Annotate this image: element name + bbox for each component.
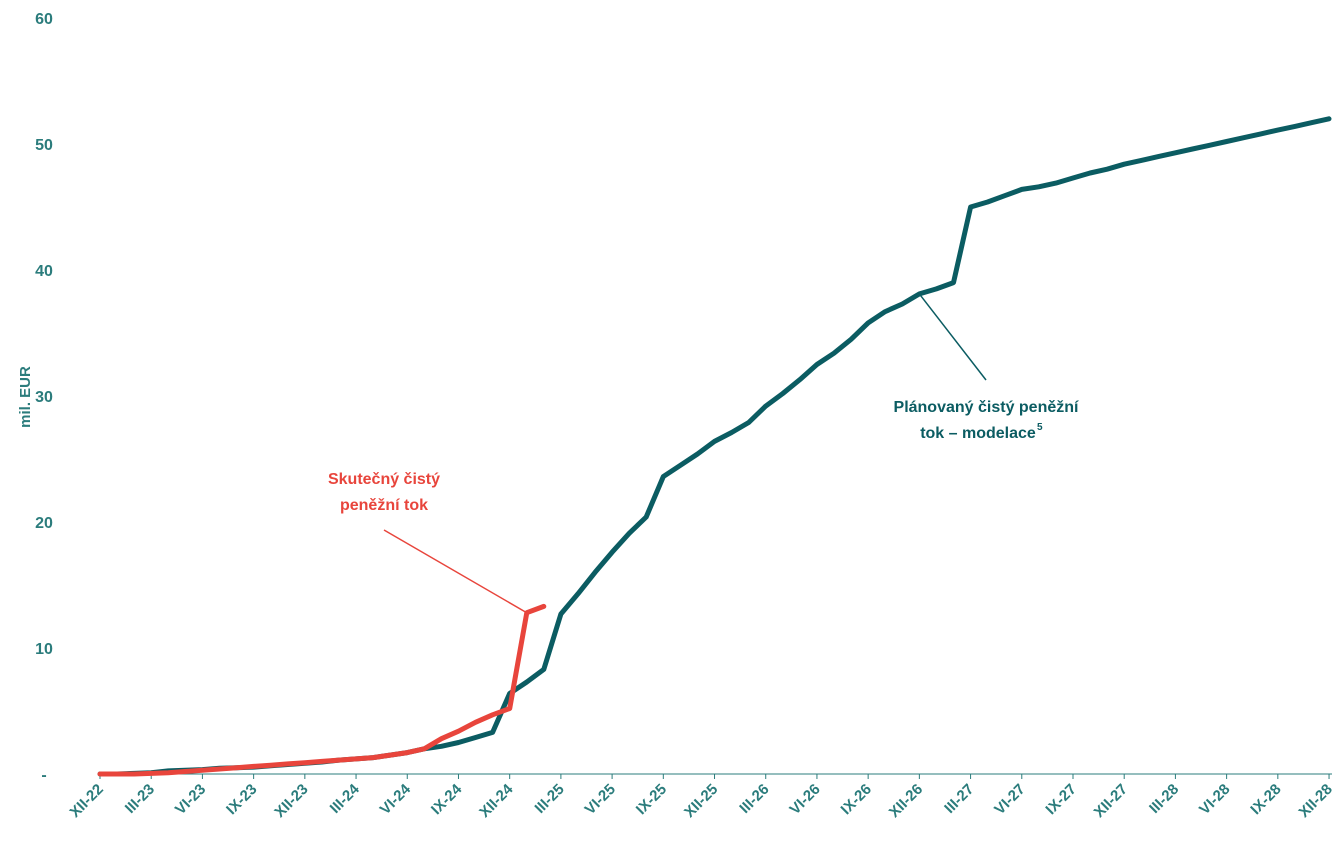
annotation-planned-superscript: 5 (1037, 422, 1043, 433)
annotation-actual-line2: peněžní tok (340, 497, 428, 514)
y-tick-label: 50 (35, 137, 53, 154)
x-tick-label: IX-26 (838, 781, 875, 818)
x-tick-label: IX-23 (223, 781, 260, 818)
x-tick-label: VI-23 (172, 781, 209, 818)
x-tick-label: IX-25 (633, 781, 670, 818)
x-tick-label: III-28 (1146, 781, 1182, 817)
annotation-planned-line2: tok – modelace (920, 425, 1036, 442)
x-tick-label: IX-27 (1042, 781, 1079, 818)
x-tick-label: III-23 (122, 781, 158, 817)
x-tick-label: IX-28 (1247, 781, 1284, 818)
y-axis-label: mil. EUR (17, 366, 34, 428)
x-tick-label: XII-27 (1091, 781, 1131, 821)
y-tick-label: 60 (35, 11, 53, 28)
x-tick-label: IX-24 (428, 780, 466, 818)
annotation-actual-line1: Skutečný čistý (328, 471, 440, 488)
series-line-0 (100, 119, 1329, 774)
x-tick-label: VI-28 (1196, 781, 1233, 818)
y-tick-label: - (41, 767, 46, 784)
x-tick-label: XII-26 (886, 781, 926, 821)
series-line-1 (100, 606, 544, 774)
y-tick-label: 30 (35, 389, 53, 406)
x-tick-label: VI-25 (582, 781, 619, 818)
x-tick-label: III-25 (532, 781, 568, 817)
x-tick-label: XII-22 (67, 781, 107, 821)
y-tick-label: 20 (35, 515, 53, 532)
x-tick-label: VI-27 (991, 781, 1028, 818)
x-tick-label: XII-25 (681, 781, 721, 821)
x-tick-label: VI-26 (786, 781, 823, 818)
x-tick-label: XII-28 (1296, 781, 1332, 821)
annotation-leader-actual (384, 530, 527, 613)
x-tick-label: XII-24 (476, 780, 517, 821)
x-tick-label: III-27 (941, 781, 977, 817)
x-tick-label: III-24 (327, 780, 364, 817)
y-tick-label: 40 (35, 263, 53, 280)
x-tick-label: VI-24 (377, 780, 415, 818)
y-tick-label: 10 (35, 641, 53, 658)
annotation-planned-line1: Plánovaný čistý peněžní (894, 399, 1080, 416)
x-tick-label: III-26 (736, 781, 772, 817)
x-tick-label: XII-23 (271, 781, 311, 821)
annotation-leader-planned (919, 294, 986, 380)
